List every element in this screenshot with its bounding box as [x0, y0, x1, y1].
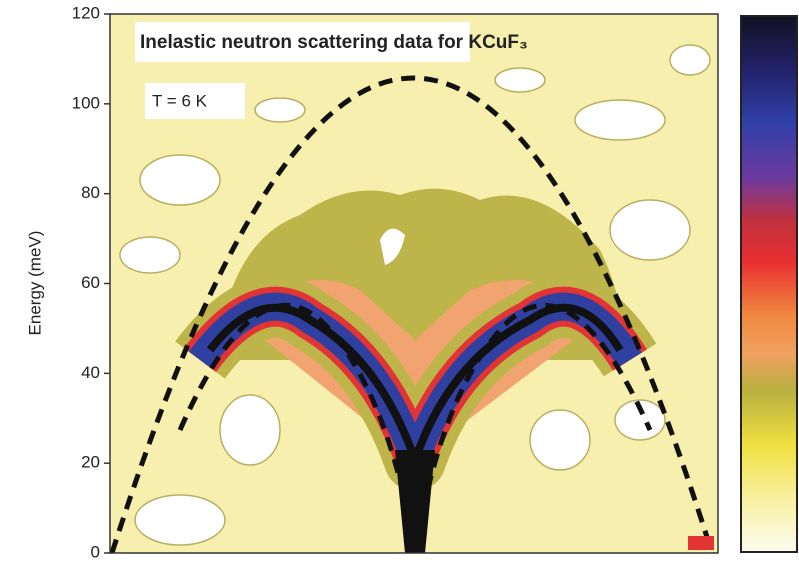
annotation: T = 6 K	[152, 91, 208, 110]
y-tick-label: 40	[81, 363, 100, 382]
y-tick-label: 0	[91, 542, 100, 561]
y-tick-label: 80	[81, 183, 100, 202]
y-tick-label: 60	[81, 273, 100, 292]
y-axis-label: Energy (meV)	[25, 231, 44, 336]
y-tick-label: 100	[72, 93, 100, 112]
chart: Inelastic neutron scattering data for KC…	[0, 0, 799, 565]
colorbar	[741, 16, 797, 552]
y-tick-label: 20	[81, 453, 100, 472]
chart-title: Inelastic neutron scattering data for KC…	[140, 32, 528, 53]
y-tick-label: 120	[72, 3, 100, 22]
